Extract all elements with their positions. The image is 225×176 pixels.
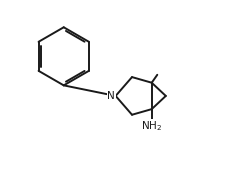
Text: N: N: [107, 91, 115, 100]
Text: NH$_2$: NH$_2$: [141, 119, 162, 133]
